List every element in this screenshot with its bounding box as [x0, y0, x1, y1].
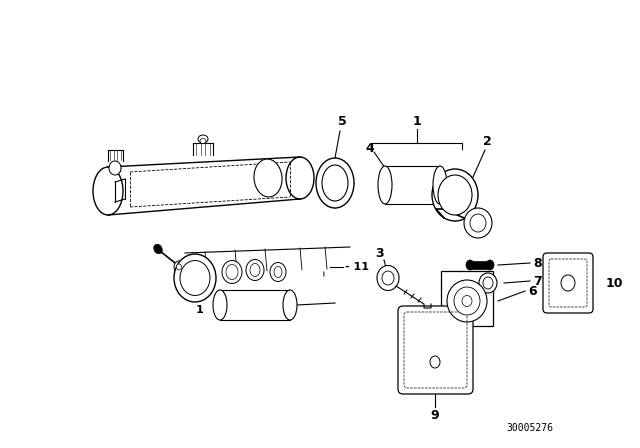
Ellipse shape	[430, 356, 440, 368]
Ellipse shape	[198, 135, 208, 143]
Bar	[220, 290, 290, 320]
Ellipse shape	[382, 271, 394, 285]
Ellipse shape	[438, 175, 472, 215]
FancyBboxPatch shape	[543, 253, 593, 313]
Ellipse shape	[464, 208, 492, 238]
Ellipse shape	[180, 260, 210, 296]
Ellipse shape	[432, 169, 478, 221]
Ellipse shape	[174, 261, 184, 273]
Ellipse shape	[283, 290, 297, 320]
FancyBboxPatch shape	[398, 306, 473, 394]
Ellipse shape	[378, 166, 392, 204]
Text: 1: 1	[196, 305, 204, 315]
Ellipse shape	[466, 260, 474, 270]
Ellipse shape	[316, 158, 354, 208]
Bar	[441, 271, 493, 326]
Ellipse shape	[270, 263, 286, 281]
Ellipse shape	[174, 254, 216, 302]
Text: 5: 5	[338, 115, 346, 128]
Text: 2: 2	[483, 134, 492, 147]
Text: 8: 8	[534, 257, 542, 270]
Ellipse shape	[462, 296, 472, 306]
Ellipse shape	[486, 260, 494, 270]
Text: 9: 9	[431, 409, 439, 422]
Ellipse shape	[154, 244, 163, 254]
Ellipse shape	[470, 214, 486, 232]
Ellipse shape	[454, 287, 480, 315]
Ellipse shape	[274, 267, 282, 277]
Bar	[385, 166, 440, 204]
Text: 7: 7	[534, 275, 542, 288]
Text: 30005276: 30005276	[506, 423, 554, 433]
Ellipse shape	[377, 266, 399, 290]
Text: 10: 10	[606, 276, 623, 289]
Ellipse shape	[479, 273, 497, 293]
Text: 4: 4	[365, 142, 374, 155]
Ellipse shape	[109, 161, 121, 175]
Text: 3: 3	[376, 246, 384, 259]
Ellipse shape	[200, 138, 206, 143]
Ellipse shape	[254, 159, 282, 197]
Ellipse shape	[226, 264, 238, 280]
Ellipse shape	[177, 264, 182, 270]
Ellipse shape	[246, 259, 264, 280]
Bar	[470, 261, 490, 269]
Text: 6: 6	[529, 284, 538, 297]
Ellipse shape	[447, 280, 487, 322]
Ellipse shape	[433, 166, 447, 204]
Ellipse shape	[322, 165, 348, 201]
Ellipse shape	[222, 260, 242, 284]
Ellipse shape	[250, 263, 260, 276]
Ellipse shape	[561, 275, 575, 291]
Ellipse shape	[310, 266, 324, 283]
Text: 1: 1	[413, 115, 421, 128]
Ellipse shape	[483, 277, 493, 289]
Ellipse shape	[213, 290, 227, 320]
Text: - 11: - 11	[345, 262, 369, 272]
